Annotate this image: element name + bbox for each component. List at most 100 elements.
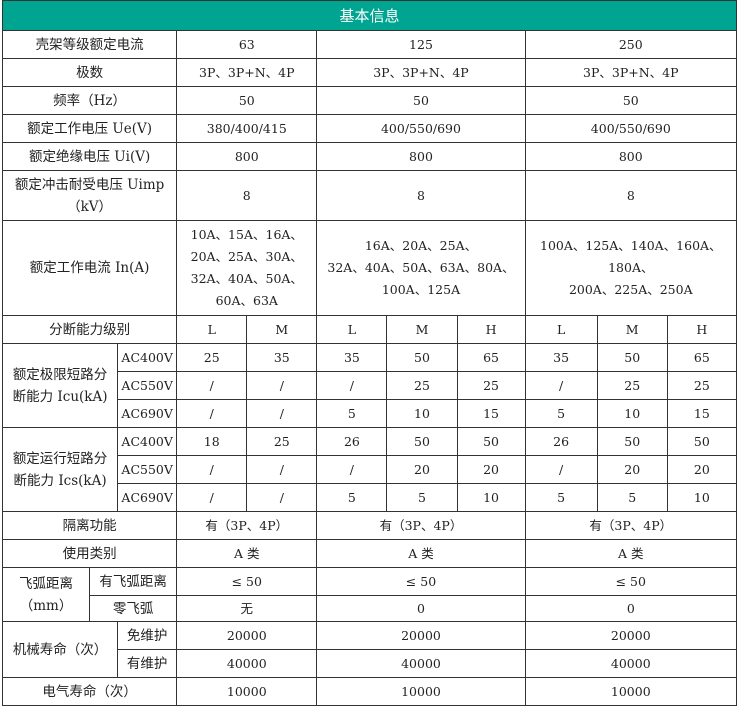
ics-value: 26 (316, 427, 388, 456)
arc-value: ≤ 50 (176, 567, 318, 596)
mech-life-row: 机械寿命（次） 免维护 20000 20000 20000 (1, 621, 738, 678)
icu-value: 50 (386, 343, 458, 372)
spec-label: 额定冲击耐受电压 Uimp （kV） (1, 170, 178, 221)
breaking-level: L (524, 315, 598, 344)
breaking-level: M (596, 315, 668, 344)
category-label: 使用类别 (1, 539, 178, 568)
category-value: A 类 (316, 539, 526, 568)
icu-row: AC550V / //25 25/25 25 (3, 371, 738, 400)
spec-row: 频率（Hz） 50 50 50 (1, 86, 738, 115)
ics-value: 20 (596, 455, 668, 484)
arc-value: ≤ 50 (524, 567, 738, 596)
icu-value: 5 (316, 399, 388, 428)
ics-value: 10 (456, 483, 526, 512)
breaking-level: M (386, 315, 458, 344)
breaking-level-label: 分断能力级别 (1, 315, 178, 344)
breaking-level: H (456, 315, 526, 344)
icu-value: 25 (596, 371, 668, 400)
breaking-level: M (246, 315, 318, 344)
icu-value: 35 (524, 343, 598, 372)
icu-value: 25 (456, 371, 526, 400)
ics-value: / (246, 483, 318, 512)
elec-life-value: 10000 (524, 677, 738, 706)
icu-value: 10 (596, 399, 668, 428)
ics-value: 50 (596, 427, 668, 456)
isolation-value: 有（3P、4P） (316, 511, 526, 540)
arc-label: 飞弧距离 （mm） (1, 567, 91, 622)
spec-row: 壳架等级额定电流 63 125 250 (1, 30, 738, 59)
ics-value: / (316, 455, 388, 484)
spec-value: 400/550/690 (316, 114, 526, 143)
mech-life-sub-label: 免维护 (117, 621, 178, 650)
arc-sub-label: 有飞弧距离 (89, 567, 178, 596)
ics-value: / (524, 455, 598, 484)
isolation-row: 隔离功能 有（3P、4P） 有（3P、4P） 有（3P、4P） (1, 511, 738, 540)
spec-value: 8 (316, 170, 526, 221)
elec-life-label: 电气寿命（次） (1, 677, 178, 706)
table-title: 基本信息 (2, 0, 737, 31)
title-row: 基本信息 (2, 0, 737, 31)
mech-life-value: 20000 (316, 621, 526, 650)
spec-value: 8 (176, 170, 318, 221)
icu-value: 35 (316, 343, 388, 372)
arc-value: ≤ 50 (316, 567, 526, 596)
icu-value: 25 (386, 371, 458, 400)
spec-label: 壳架等级额定电流 (1, 30, 178, 59)
spec-label: 额定绝缘电压 Ui(V) (1, 142, 178, 171)
spec-value: 800 (176, 142, 318, 171)
ics-value: 20 (666, 455, 738, 484)
mech-life-value: 20000 (524, 621, 738, 650)
icu-value: 25 (666, 371, 738, 400)
elec-life-row: 电气寿命（次） 10000 10000 10000 (1, 677, 738, 706)
spec-row: 额定工作电流 In(A) 10A、15A、16A、 20A、25A、30A、 32… (1, 220, 738, 316)
spec-value: 16A、20A、25A、 32A、40A、50A、63A、80A、 100A、1… (316, 220, 526, 316)
voltage-label: AC690V (117, 483, 178, 512)
category-value: A 类 (524, 539, 738, 568)
ics-value: 50 (386, 427, 458, 456)
ics-value: 26 (524, 427, 598, 456)
ics-value: / (176, 483, 248, 512)
spec-row: 额定绝缘电压 Ui(V) 800 800 800 (1, 142, 738, 171)
spec-value: 125 (316, 30, 526, 59)
breaking-level: L (176, 315, 248, 344)
icu-value: 65 (456, 343, 526, 372)
icu-value: 65 (666, 343, 738, 372)
spec-value: 3P、3P+N、4P (316, 58, 526, 87)
arc-sub-label: 零飞弧 (89, 595, 178, 622)
icu-value: / (176, 371, 248, 400)
icu-value: 50 (596, 343, 668, 372)
spec-value: 380/400/415 (176, 114, 318, 143)
spec-label: 频率（Hz） (1, 86, 178, 115)
ics-value: 50 (456, 427, 526, 456)
spec-row: 额定冲击耐受电压 Uimp （kV） 8 8 8 (1, 170, 738, 221)
icu-value: / (246, 399, 318, 428)
icu-value: / (316, 371, 388, 400)
icu-label: 额定极限短路分 断能力 Icu(kA) (1, 343, 119, 428)
icu-value: 10 (386, 399, 458, 428)
breaking-level: H (666, 315, 738, 344)
ics-value: 20 (456, 455, 526, 484)
voltage-label: AC550V (117, 371, 178, 400)
isolation-value: 有（3P、4P） (524, 511, 738, 540)
ics-value: 5 (386, 483, 458, 512)
arc-row: 飞弧距离 （mm） 有飞弧距离 ≤ 50 ≤ 50 ≤ 50 (1, 567, 738, 622)
voltage-label: AC400V (117, 427, 178, 456)
ics-value: 5 (316, 483, 388, 512)
spec-value: 63 (176, 30, 318, 59)
spec-value: 50 (524, 86, 738, 115)
spec-row: 极数 3P、3P+N、4P 3P、3P+N、4P 3P、3P+N、4P (1, 58, 738, 87)
arc-value: 0 (316, 595, 526, 622)
icu-value: 35 (246, 343, 318, 372)
mech-life-sub-label: 有维护 (117, 649, 178, 678)
spec-value: 3P、3P+N、4P (524, 58, 738, 87)
breaking-level-row: 分断能力级别 L M L M H L M H (1, 315, 738, 344)
ics-value: 5 (596, 483, 668, 512)
spec-value: 50 (316, 86, 526, 115)
spec-label: 额定工作电流 In(A) (1, 220, 178, 316)
mech-life-label: 机械寿命（次） (1, 621, 119, 678)
mech-life-value: 20000 (176, 621, 318, 650)
icu-value: / (246, 371, 318, 400)
elec-life-value: 10000 (176, 677, 318, 706)
